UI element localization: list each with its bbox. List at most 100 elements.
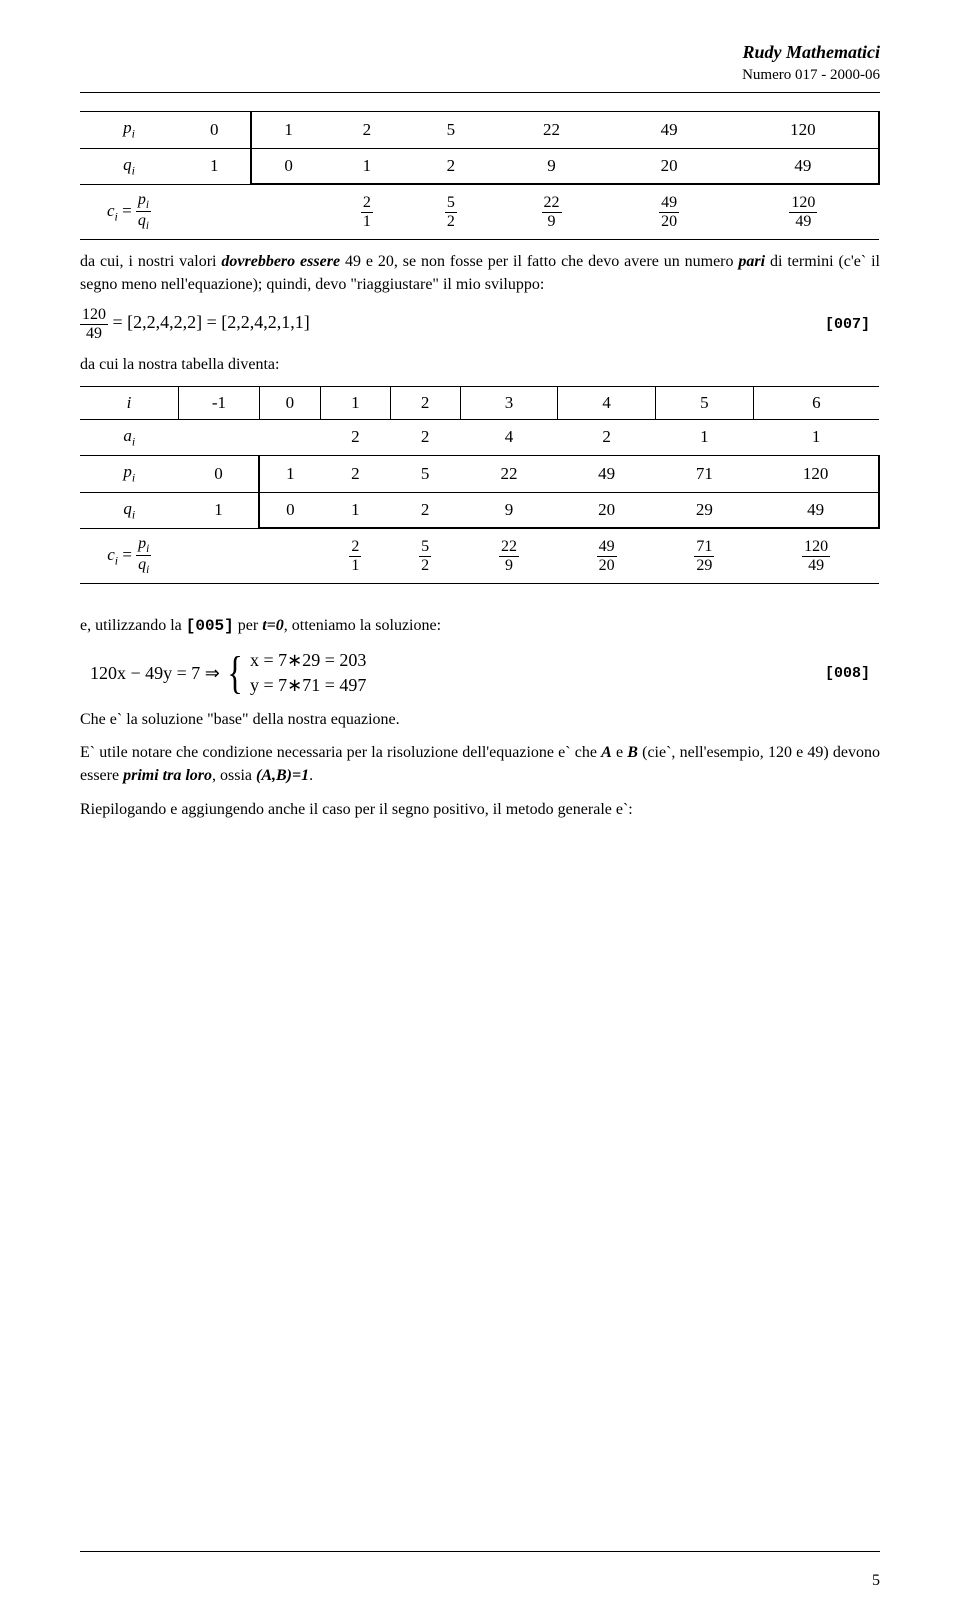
table-row: pi 0 1 2 5 22 49 71 120 <box>80 456 879 492</box>
cell: 3 <box>460 386 558 419</box>
cell: 5 <box>390 456 460 492</box>
row-header-q: qi <box>80 148 178 184</box>
cell: 2 <box>320 419 390 455</box>
cell: 1 <box>251 112 324 148</box>
cell: 2 <box>390 419 460 455</box>
cell: 49 <box>610 112 728 148</box>
cell: 2 <box>390 386 460 419</box>
code-ref: [005] <box>186 617 234 635</box>
paragraph-4: Che e` la soluzione "base" della nostra … <box>80 708 880 731</box>
text-em: (A,B)=1 <box>256 767 309 784</box>
cell: 5 <box>409 112 493 148</box>
table-1: pi 0 1 2 5 22 49 120 qi 1 0 1 2 9 20 49 … <box>80 111 880 240</box>
paragraph-5: E` utile notare che condizione necessari… <box>80 741 880 787</box>
text: e <box>612 744 627 761</box>
eq-lhs: 120x − 49y = 7 ⇒ <box>90 663 220 684</box>
cell: 1 <box>179 492 260 528</box>
cell <box>251 184 324 239</box>
paragraph-1: da cui, i nostri valori dovrebbero esser… <box>80 250 880 296</box>
text: per <box>234 617 262 634</box>
issue-number: Numero 017 - 2000-06 <box>80 65 880 86</box>
cell: 229 <box>493 184 611 239</box>
table-row: ci = piqi 21 52 229 4920 7129 12049 <box>80 528 879 583</box>
table-row: pi 0 1 2 5 22 49 120 <box>80 112 879 148</box>
table-row: ai 2 2 4 2 1 1 <box>80 419 879 455</box>
text-em: B <box>627 744 638 761</box>
row-header-p: pi <box>80 112 178 148</box>
cell: 1 <box>320 492 390 528</box>
equation-008: 120x − 49y = 7 ⇒ { x = 7∗29 = 203 y = 7∗… <box>80 648 880 698</box>
table-row: ci = piqi 21 52 229 4920 12049 <box>80 184 879 239</box>
cell <box>259 528 320 583</box>
cell: 20 <box>610 148 728 184</box>
cell: 22 <box>460 456 558 492</box>
cell: 1 <box>320 386 390 419</box>
text: . <box>309 767 313 784</box>
cell <box>179 528 260 583</box>
cell: 7129 <box>656 528 754 583</box>
row-header-c: ci = piqi <box>80 184 178 239</box>
cell: 9 <box>493 148 611 184</box>
cell: 22 <box>493 112 611 148</box>
cell: 4920 <box>610 184 728 239</box>
cell: 120 <box>728 112 879 148</box>
paragraph-6: Riepilogando e aggiungendo anche il caso… <box>80 798 880 821</box>
cell: 2 <box>409 148 493 184</box>
cell: 49 <box>728 148 879 184</box>
row-header-q: qi <box>80 492 179 528</box>
case-2: y = 7∗71 = 497 <box>250 673 366 698</box>
text-em: t=0 <box>262 617 284 634</box>
cell: 21 <box>320 528 390 583</box>
cell <box>259 419 320 455</box>
page-number: 5 <box>872 1572 880 1590</box>
header-rule <box>80 92 880 93</box>
text: da cui, i nostri valori <box>80 253 221 270</box>
cell: 2 <box>320 456 390 492</box>
table-row: i -1 0 1 2 3 4 5 6 <box>80 386 879 419</box>
cell: 0 <box>179 456 260 492</box>
cell: 21 <box>325 184 409 239</box>
footer-rule <box>80 1551 880 1552</box>
cell: 2 <box>558 419 656 455</box>
equation-label: [008] <box>825 665 880 682</box>
cell: 29 <box>656 492 754 528</box>
text-em: A <box>601 744 612 761</box>
cell: 12049 <box>753 528 879 583</box>
row-header-i: i <box>80 386 179 419</box>
row-header-p: pi <box>80 456 179 492</box>
cell: 1 <box>259 456 320 492</box>
cell: 1 <box>656 419 754 455</box>
eq-rhs: = [2,2,4,2,2] = [2,2,4,2,1,1] <box>108 313 310 333</box>
text: 49 e 20, se non fosse per il fatto che d… <box>345 253 738 270</box>
cell: 120 <box>753 456 879 492</box>
cell: 229 <box>460 528 558 583</box>
paragraph-3: e, utilizzando la [005] per t=0, ottenia… <box>80 614 880 638</box>
cell: 52 <box>409 184 493 239</box>
text: , otteniamo la soluzione: <box>284 617 441 634</box>
cell: -1 <box>179 386 260 419</box>
equation-body: 12049 = [2,2,4,2,2] = [2,2,4,2,1,1] <box>80 306 310 342</box>
cell: 0 <box>251 148 324 184</box>
cell: 4 <box>460 419 558 455</box>
text-em: dovrebbero essere <box>221 253 345 270</box>
cell: 0 <box>259 386 320 419</box>
text-em: pari <box>738 253 765 270</box>
cell: 49 <box>558 456 656 492</box>
table-row: qi 1 0 1 2 9 20 29 49 <box>80 492 879 528</box>
cell: 0 <box>178 112 251 148</box>
table-row: qi 1 0 1 2 9 20 49 <box>80 148 879 184</box>
journal-title: Rudy Mathematici <box>80 40 880 65</box>
cell: 5 <box>656 386 754 419</box>
text: E` utile notare che condizione necessari… <box>80 744 601 761</box>
left-brace-icon: { <box>227 655 242 692</box>
equation-007: 12049 = [2,2,4,2,2] = [2,2,4,2,1,1] [007… <box>80 306 880 342</box>
row-header-a: ai <box>80 419 179 455</box>
cell: 52 <box>390 528 460 583</box>
frac-den: 49 <box>80 325 108 343</box>
text-em: primi tra loro <box>123 767 212 784</box>
cell: 20 <box>558 492 656 528</box>
cell: 2 <box>325 112 409 148</box>
equation-body: 120x − 49y = 7 ⇒ { x = 7∗29 = 203 y = 7∗… <box>80 648 366 698</box>
text: , ossia <box>212 767 256 784</box>
cell: 1 <box>753 419 879 455</box>
